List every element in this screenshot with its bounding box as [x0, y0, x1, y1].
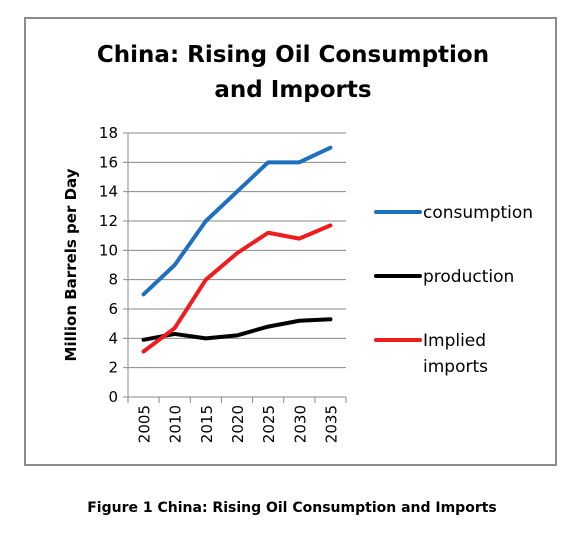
figure-caption-label: Figure 1 — [87, 500, 153, 516]
chart-title-line-2: and Imports — [214, 77, 371, 103]
axes: 0 2 4 6 8 10 12 14 16 18 2005 2010 2015 2020 2025 2030 2… — [99, 124, 347, 443]
x-tick-label: 2020 — [229, 405, 247, 443]
series-lines — [141, 145, 333, 354]
y-tick-label: 16 — [99, 153, 118, 171]
legend-item: Implied imports — [374, 331, 488, 377]
x-tick-label: 2030 — [291, 405, 309, 443]
x-tick-label: 2035 — [322, 405, 340, 443]
y-tick-label: 0 — [108, 388, 118, 406]
legend-item: consumption — [374, 203, 533, 223]
y-tick-label: 2 — [108, 359, 118, 377]
y-tick-label: 10 — [99, 241, 118, 259]
y-tick-label: 14 — [99, 183, 118, 201]
x-tick-label: 2015 — [198, 405, 216, 443]
y-tick-label: 4 — [108, 329, 118, 347]
figure-caption-text: China: Rising Oil Consumption and Import… — [157, 500, 497, 516]
legend-label: imports — [423, 357, 488, 377]
gridlines — [128, 132, 346, 398]
chart-frame: China: Rising Oil Consumption and Import… — [24, 17, 557, 466]
legend-label: production — [423, 267, 514, 287]
y-tick-label: 18 — [99, 124, 118, 142]
y-tick-label: 6 — [108, 300, 118, 318]
x-tick-label: 2025 — [260, 405, 278, 443]
legend: consumption production Implied imports — [374, 203, 533, 377]
series-line-implied-imports — [141, 223, 333, 354]
chart-title-line-1: China: Rising Oil Consumption — [97, 42, 489, 68]
y-tick-label: 12 — [99, 212, 118, 230]
legend-label: consumption — [423, 203, 533, 223]
y-tick-label: 8 — [108, 271, 118, 289]
legend-label: Implied — [423, 331, 486, 351]
chart-title: China: Rising Oil Consumption and Import… — [97, 42, 489, 103]
y-axis-label: Million Barrels per Day — [62, 168, 80, 361]
line-chart: China: Rising Oil Consumption and Import… — [62, 42, 533, 443]
legend-item: production — [374, 267, 514, 287]
x-tick-label: 2010 — [167, 405, 185, 443]
figure-caption: Figure 1 China: Rising Oil Consumption a… — [0, 500, 584, 516]
x-tick-label: 2005 — [136, 405, 154, 443]
